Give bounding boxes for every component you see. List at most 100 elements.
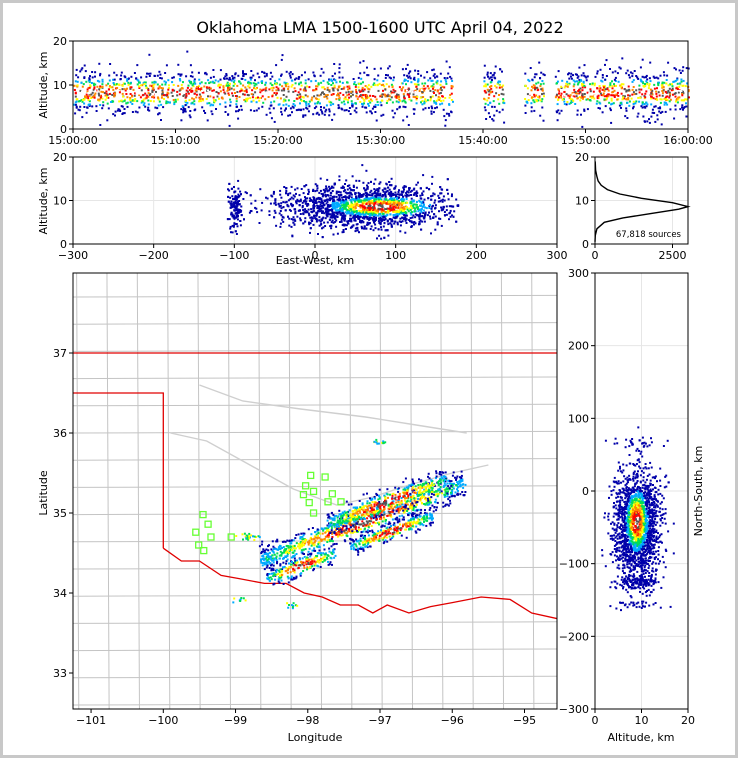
ew-density-cell xyxy=(377,201,380,204)
ew-density-cell xyxy=(429,215,431,218)
ew-density-cell xyxy=(355,179,358,182)
time-altitude-cell xyxy=(396,108,399,111)
ew-density-cell xyxy=(331,219,334,222)
time-altitude-cell xyxy=(173,89,176,92)
ew-density-cell xyxy=(309,231,311,234)
time-altitude-cell xyxy=(600,94,603,97)
time-altitude-cell xyxy=(535,82,538,85)
figure: Oklahoma LMA 1500-1600 UTC April 04, 202… xyxy=(3,3,735,755)
time-altitude-cell xyxy=(596,72,599,75)
time-altitude-cell xyxy=(317,101,320,103)
ew-density-cell xyxy=(446,178,449,181)
ew-density-cell xyxy=(380,226,382,229)
ew-density-cell xyxy=(352,184,355,187)
time-altitude-cell xyxy=(410,99,413,102)
time-altitude-cell xyxy=(590,93,593,96)
ew-density-cell xyxy=(361,202,364,205)
ew-density-cell xyxy=(316,204,319,207)
time-altitude-cell xyxy=(439,103,442,106)
ew-density-cell xyxy=(402,202,405,204)
time-altitude-cell xyxy=(210,110,213,113)
time-altitude-cell xyxy=(573,95,576,98)
time-altitude-cell xyxy=(212,96,215,99)
time-altitude-cell xyxy=(563,103,566,105)
ew-density-cell xyxy=(364,197,367,200)
plan-density-cell xyxy=(436,495,439,498)
ew-density-cell xyxy=(400,208,403,211)
time-altitude-cell xyxy=(304,86,307,89)
ew-density-cell xyxy=(341,204,344,207)
ew-density-cell xyxy=(383,219,386,222)
county-line xyxy=(288,273,292,709)
time-altitude-cell xyxy=(486,83,489,86)
ew-density-cell xyxy=(331,212,334,215)
ew-density-cell xyxy=(425,207,428,210)
time-altitude-cell xyxy=(641,103,644,106)
time-altitude-cell xyxy=(485,118,488,120)
time-altitude-cell xyxy=(524,104,527,107)
plan-density-cell xyxy=(320,539,323,542)
time-altitude-cell xyxy=(662,71,665,74)
time-altitude-cell xyxy=(352,78,355,80)
time-altitude-cell xyxy=(416,95,419,98)
time-altitude-cell xyxy=(586,108,589,111)
time-altitude-cell xyxy=(182,95,185,97)
ew-density-cell xyxy=(374,223,377,226)
ew-density-cell xyxy=(355,216,358,218)
ew-density-cell xyxy=(329,205,332,208)
plan-density-cell xyxy=(263,551,266,554)
time-altitude-cell xyxy=(385,83,388,86)
ew-density-cell xyxy=(317,196,320,199)
time-altitude-cell xyxy=(166,93,169,96)
time-altitude-cell xyxy=(619,89,622,92)
time-altitude-cell xyxy=(609,83,612,86)
time-altitude-cell xyxy=(181,87,184,90)
time-altitude-cell xyxy=(193,103,196,106)
ew-density-cell xyxy=(339,204,342,207)
time-altitude-cell xyxy=(560,85,563,88)
time-altitude-cell xyxy=(268,88,271,91)
time-altitude-cell xyxy=(558,112,561,115)
ew-density-cell xyxy=(442,208,445,211)
time-altitude-cell xyxy=(620,106,622,109)
time-altitude-cell xyxy=(402,93,405,96)
ew-density-cell xyxy=(380,198,383,201)
time-altitude-cell xyxy=(617,94,620,97)
time-altitude-cell xyxy=(531,85,533,88)
time-altitude-cell xyxy=(164,94,167,97)
ew-density-cell xyxy=(389,204,392,207)
time-altitude-cell xyxy=(313,95,316,98)
ew-density-cell xyxy=(434,206,437,209)
time-altitude-cell xyxy=(147,89,150,92)
time-altitude-cell xyxy=(498,102,501,105)
ew-density-cell xyxy=(369,207,372,210)
ew-density-cell xyxy=(307,212,310,215)
ew-density-cell xyxy=(329,197,332,200)
time-altitude-cell xyxy=(81,116,84,119)
time-altitude-cell xyxy=(400,89,403,92)
time-altitude-cell xyxy=(672,80,675,83)
time-altitude-cell xyxy=(493,71,496,74)
time-altitude-cell xyxy=(502,98,505,101)
time-altitude-cell xyxy=(659,98,662,101)
time-altitude-cell xyxy=(492,119,495,122)
time-altitude-cell xyxy=(674,108,677,111)
time-altitude-cell xyxy=(557,109,560,112)
plan-density-cell xyxy=(426,503,429,506)
ew-density-cell xyxy=(311,217,314,220)
time-altitude-cell xyxy=(250,100,253,103)
ew-density-cell xyxy=(357,212,360,215)
time-altitude-cell xyxy=(275,83,278,86)
time-altitude-cell xyxy=(240,89,243,92)
time-altitude-cell xyxy=(565,82,568,85)
time-altitude-cell xyxy=(330,84,333,86)
plan-density-cell xyxy=(444,477,447,480)
ew-density-cell xyxy=(408,187,410,190)
time-altitude-cell xyxy=(307,103,310,105)
ew-density-cell xyxy=(329,209,332,212)
time-altitude-cell xyxy=(192,82,195,85)
time-altitude-cell xyxy=(654,105,657,108)
ew-density-cell xyxy=(428,188,431,191)
ew-density-cell xyxy=(363,199,366,202)
ew-density-cell xyxy=(373,217,376,220)
